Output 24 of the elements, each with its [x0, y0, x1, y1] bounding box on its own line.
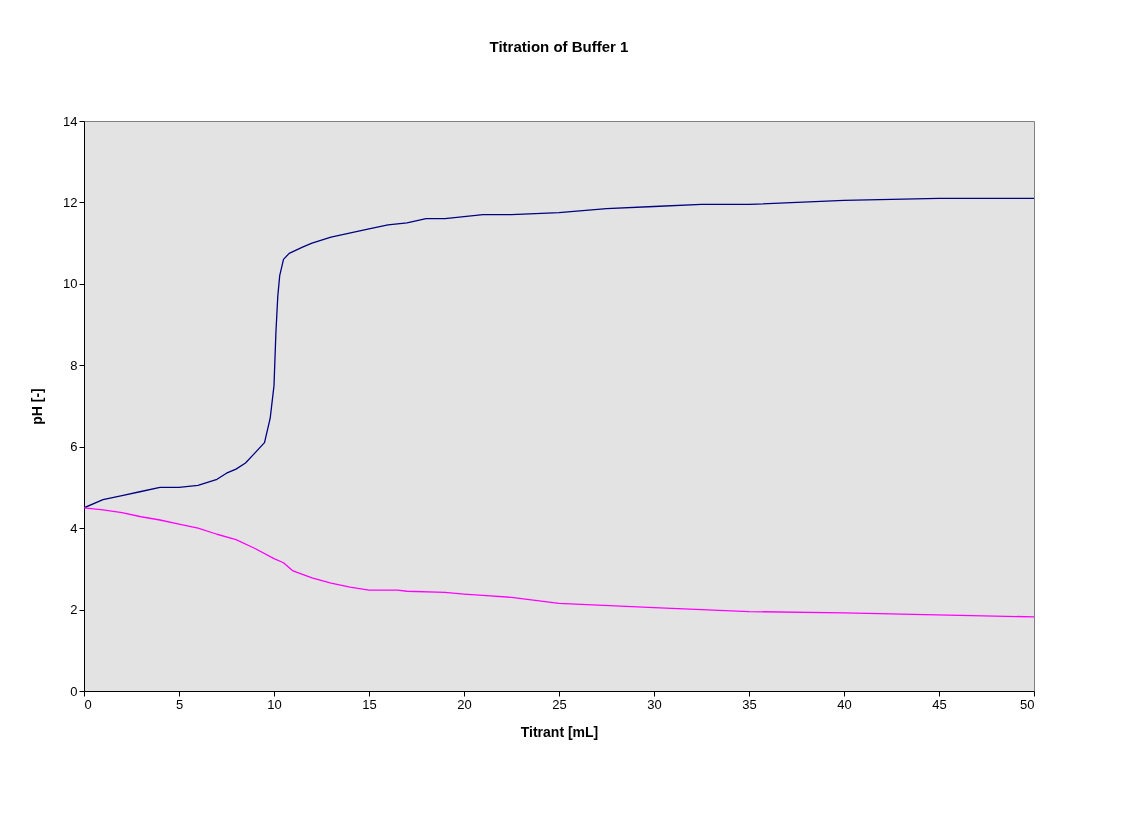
- x-tick-label: 45: [932, 696, 947, 712]
- chart-title: Titration of Buffer 1: [489, 38, 629, 55]
- x-tick-label: 35: [742, 696, 757, 712]
- x-tick-label: 5: [175, 696, 184, 712]
- x-tick-label: 20: [457, 696, 472, 712]
- y-tick-label: 0: [70, 683, 78, 699]
- y-tick-label: 8: [70, 357, 78, 373]
- x-axis-title: Titrant [mL]: [520, 723, 599, 740]
- y-tick-label: 14: [63, 113, 78, 129]
- line-series: [84, 197, 1034, 509]
- x-tick-label: 50: [1020, 696, 1035, 712]
- line-series: [84, 507, 1034, 618]
- y-tick-label: 6: [70, 439, 78, 455]
- y-tick-label: 12: [63, 194, 78, 210]
- y-tick-label: 10: [63, 276, 78, 292]
- x-tick-label: 25: [552, 696, 567, 712]
- x-tick-label: 10: [267, 696, 282, 712]
- y-tick-label: 2: [70, 602, 78, 618]
- y-axis-title: pH [-]: [29, 388, 46, 425]
- x-tick-label: 15: [362, 696, 377, 712]
- x-tick-label: 0: [84, 696, 92, 712]
- x-tick-label: 30: [647, 696, 662, 712]
- y-tick-label: 4: [70, 520, 78, 536]
- x-tick-label: 40: [837, 696, 852, 712]
